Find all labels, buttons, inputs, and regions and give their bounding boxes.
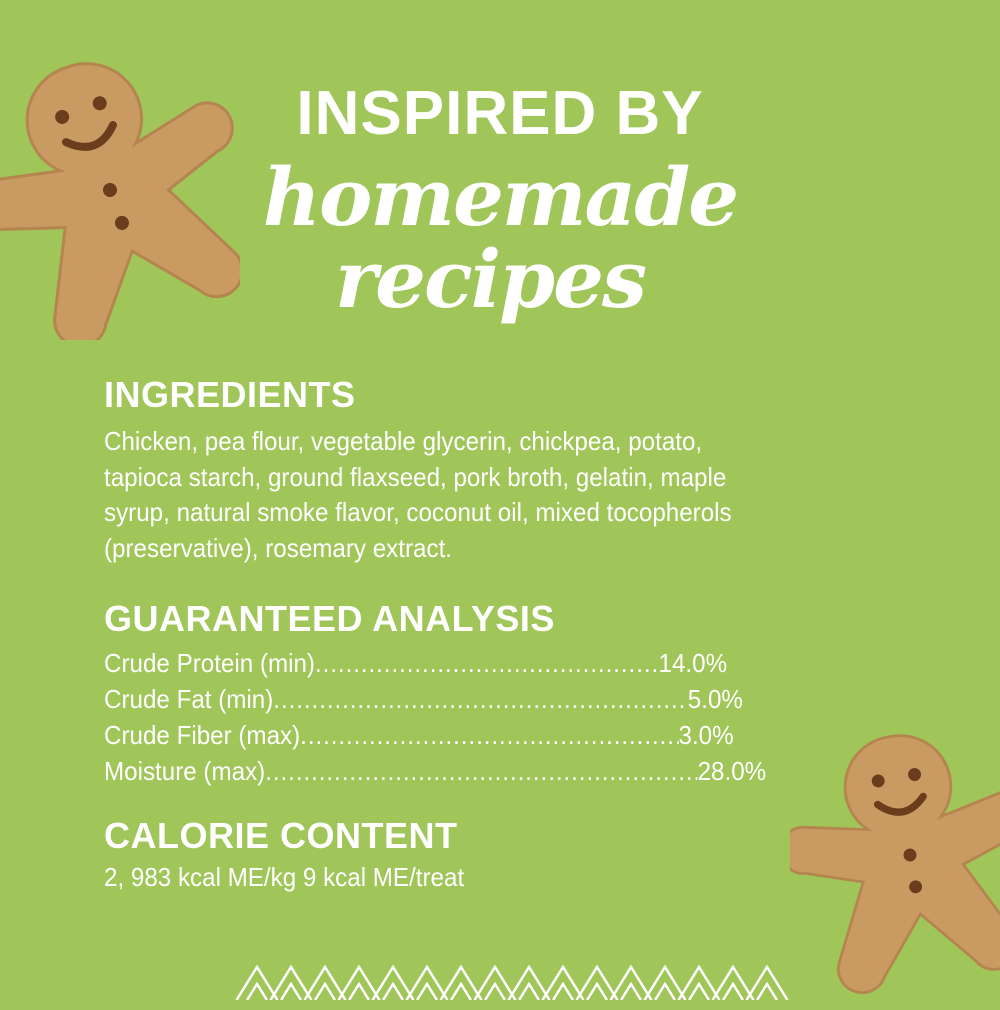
analysis-value: 14.0% bbox=[658, 648, 728, 678]
zigzag-peak bbox=[654, 981, 676, 1000]
zigzag-peak bbox=[688, 981, 710, 1000]
zigzag-peak bbox=[303, 964, 347, 1000]
zigzag-peak bbox=[405, 964, 449, 1000]
analysis-heading: GUARANTEED ANALYSIS bbox=[104, 598, 555, 639]
headline: INSPIRED BY bbox=[296, 79, 704, 148]
dot-leader bbox=[265, 753, 697, 789]
zigzag-peak bbox=[620, 981, 642, 1000]
headline-script-2: recipes bbox=[334, 232, 647, 326]
analysis-row: Crude Fat (min) 5.0% bbox=[104, 681, 743, 717]
zigzag-peak bbox=[518, 981, 540, 1000]
analysis-row: Crude Protein (min) 14.0% bbox=[104, 645, 727, 681]
zigzag-peak bbox=[450, 981, 472, 1000]
analysis-label: Moisture (max) bbox=[104, 756, 266, 786]
zigzag-peak bbox=[439, 964, 483, 1000]
zigzag-peak bbox=[416, 981, 438, 1000]
ingredients-line: tapioca starch, ground flaxseed, pork br… bbox=[104, 461, 727, 492]
zigzag-peak bbox=[382, 981, 404, 1000]
analysis-value: 5.0% bbox=[687, 684, 743, 714]
analysis-table: Crude Protein (min) 14.0% Crude Fat (min)… bbox=[104, 645, 766, 789]
zigzag-border-icon bbox=[235, 964, 789, 1000]
zigzag-peak bbox=[337, 964, 381, 1000]
zigzag-peak bbox=[348, 981, 370, 1000]
zigzag-peak bbox=[711, 964, 755, 1000]
zigzag-peak bbox=[473, 964, 517, 1000]
zigzag-peak bbox=[484, 981, 506, 1000]
gingerbread-cookie-icon bbox=[0, 62, 240, 340]
ingredients-text: Chicken, pea flour, vegetable glycerin, … bbox=[104, 424, 732, 566]
zigzag-peak bbox=[575, 964, 619, 1000]
zigzag-peak bbox=[552, 981, 574, 1000]
zigzag-peak bbox=[586, 981, 608, 1000]
zigzag-peak bbox=[722, 981, 744, 1000]
zigzag-peak bbox=[643, 964, 687, 1000]
analysis-label: Crude Fat (min) bbox=[104, 684, 274, 714]
ingredients-line: (preservative), rosemary extract. bbox=[104, 532, 453, 563]
calorie-text: 2, 983 kcal ME/kg 9 kcal ME/treat bbox=[104, 862, 465, 892]
zigzag-peak bbox=[541, 964, 585, 1000]
zigzag-peak bbox=[371, 964, 415, 1000]
zigzag-peak bbox=[269, 964, 313, 1000]
zigzag-peak bbox=[246, 981, 268, 1000]
zigzag-peak bbox=[609, 964, 653, 1000]
analysis-label: Crude Protein (min) bbox=[104, 648, 315, 678]
analysis-value: 3.0% bbox=[678, 720, 734, 750]
dot-leader bbox=[315, 645, 659, 681]
zigzag-peak bbox=[745, 964, 789, 1000]
calorie-heading: CALORIE CONTENT bbox=[104, 815, 458, 856]
analysis-label: Crude Fiber (max) bbox=[104, 720, 301, 750]
analysis-value: 28.0% bbox=[697, 756, 767, 786]
analysis-row: Crude Fiber (max) 3.0% bbox=[104, 717, 734, 753]
dot-leader bbox=[300, 717, 678, 753]
zigzag-peak bbox=[314, 981, 336, 1000]
ingredients-line: syrup, natural smoke flavor, coconut oil… bbox=[104, 497, 732, 527]
zigzag-peak bbox=[677, 964, 721, 1000]
zigzag-peak bbox=[235, 964, 279, 1000]
gingerbread-cookie-icon bbox=[790, 734, 1000, 994]
ingredients-heading: INGREDIENTS bbox=[104, 374, 356, 415]
dot-leader bbox=[273, 681, 687, 717]
zigzag-peak bbox=[507, 964, 551, 1000]
analysis-row: Moisture (max) 28.0% bbox=[104, 753, 766, 789]
zigzag-peak bbox=[280, 981, 302, 1000]
zigzag-peak bbox=[756, 981, 778, 1000]
ingredients-line: Chicken, pea flour, vegetable glycerin, … bbox=[104, 426, 703, 456]
headline-script-1: homemade bbox=[262, 150, 739, 244]
